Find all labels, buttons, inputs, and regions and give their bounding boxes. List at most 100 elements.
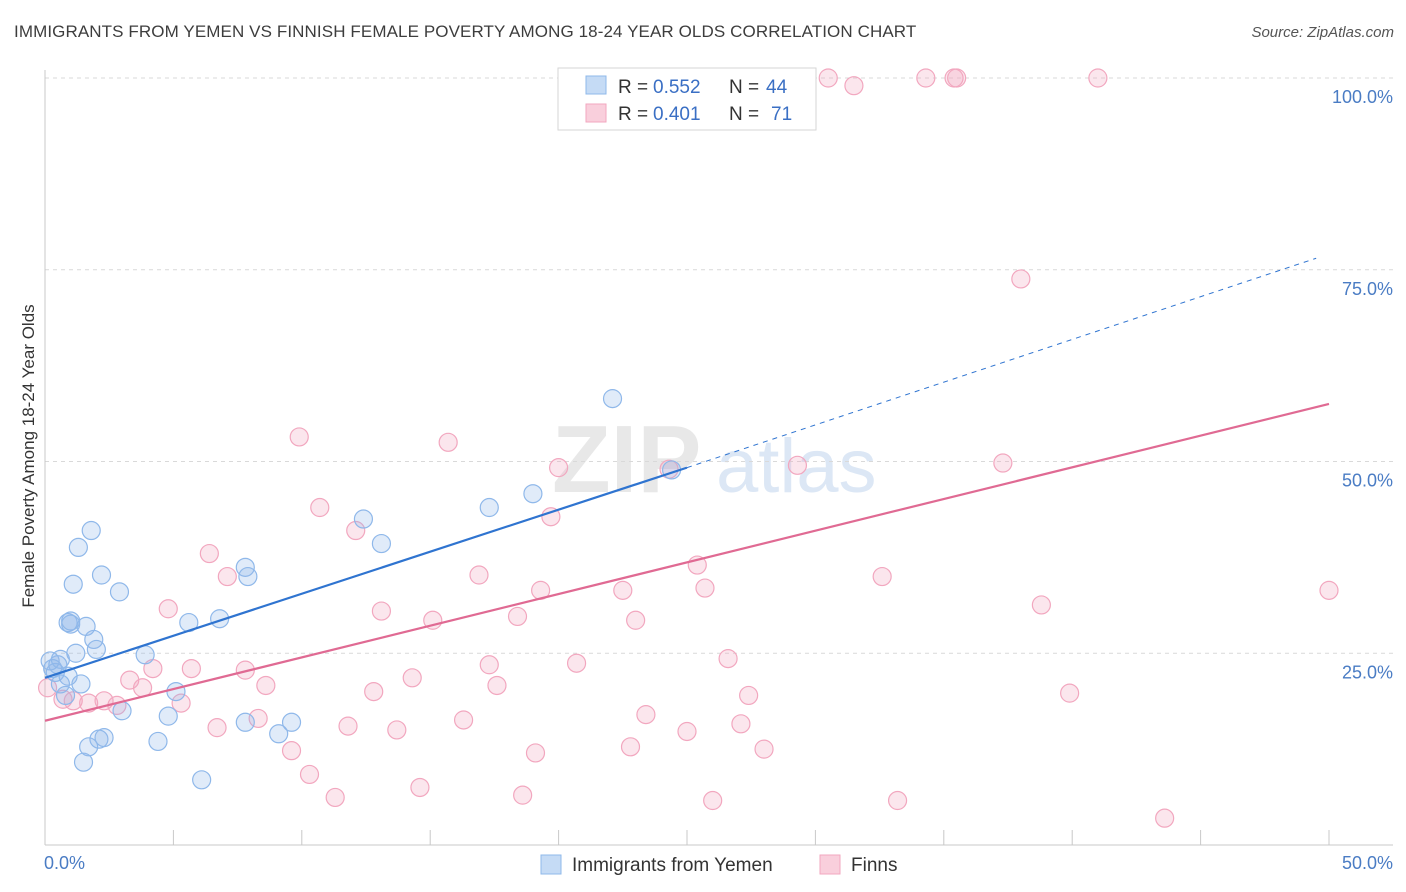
finns-point-34 — [479, 655, 499, 675]
yemen-point-7 — [50, 674, 71, 694]
finns-point-32 — [453, 710, 474, 730]
finns-point-53 — [731, 714, 751, 734]
finns-point-23 — [338, 716, 358, 736]
yemen-point-24 — [109, 582, 130, 602]
y-tick-labels: 25.0% 50.0% 75.0% 100.0% — [1332, 87, 1393, 682]
finns-point-31 — [438, 432, 458, 452]
finns-point-26 — [371, 601, 392, 621]
finns-point-54 — [739, 685, 759, 706]
legend-swatch-yemen — [585, 75, 607, 95]
legend-n-label-finns: N = — [729, 104, 759, 125]
legend-n-value-yemen: 44 — [766, 77, 788, 98]
y-tick-label-25: 25.0% — [1342, 662, 1393, 682]
finns-point-27 — [387, 720, 407, 740]
finns-point-50 — [695, 578, 715, 598]
finns-point-52 — [718, 649, 738, 669]
finns-point-25 — [364, 681, 384, 702]
finns-point-16 — [248, 708, 268, 729]
finns-point-3 — [79, 693, 99, 713]
chart-title: IMMIGRANTS FROM YEMEN VS FINNISH FEMALE … — [14, 22, 917, 41]
yemen-point-42 — [602, 389, 623, 409]
finns-point-66 — [1060, 683, 1080, 703]
finns-point-14 — [217, 566, 237, 587]
finns-point-17 — [256, 675, 276, 696]
x-tick-label-min: 0.0% — [44, 853, 85, 873]
finns-point-59 — [887, 790, 908, 811]
finns-point-10 — [171, 693, 191, 713]
legend: R = 0.552 N = 44 R = 0.401 N = 71 — [557, 67, 817, 131]
finns-point-51 — [703, 790, 723, 811]
x-tick-label-max: 50.0% — [1342, 853, 1393, 873]
legend-r-value-finns: 0.401 — [653, 104, 701, 125]
finns-point-39 — [541, 507, 561, 527]
finns-point-42 — [566, 653, 587, 673]
yemen-point-14 — [71, 674, 91, 694]
watermark-zip: ZIP — [552, 406, 701, 513]
y-tick-label-100: 100.0% — [1332, 87, 1393, 107]
watermark-atlas: atlas — [716, 424, 877, 509]
yemen-point-35 — [238, 566, 258, 587]
finns-point-60 — [916, 68, 936, 88]
finns-points — [37, 68, 1339, 828]
finns-point-12 — [199, 543, 219, 564]
finns-point-19 — [289, 427, 309, 447]
yemen-point-39 — [371, 533, 392, 554]
finns-point-21 — [310, 497, 330, 518]
finns-point-65 — [1031, 595, 1051, 615]
yemen-point-33 — [235, 712, 255, 732]
finns-point-24 — [346, 520, 366, 541]
finns-point-56 — [787, 455, 808, 475]
finns-point-38 — [525, 743, 546, 763]
yemen-point-15 — [73, 752, 94, 772]
finns-point-64 — [1011, 269, 1031, 289]
yemen-point-28 — [158, 706, 178, 726]
yemen-point-41 — [523, 484, 543, 504]
finns-point-29 — [410, 777, 430, 798]
finns-point-67 — [1088, 68, 1108, 88]
yemen-point-20 — [86, 639, 106, 660]
yemen-point-10 — [61, 614, 81, 634]
legend-r-label-yemen: R = — [618, 77, 648, 98]
finns-point-62 — [947, 68, 967, 88]
yemen-point-26 — [135, 645, 155, 665]
y-tick-label-50: 50.0% — [1342, 471, 1393, 491]
finns-point-44 — [620, 737, 641, 757]
yemen-point-27 — [148, 731, 168, 752]
y-tick-label-75: 75.0% — [1342, 279, 1393, 299]
finns-point-35 — [487, 675, 507, 696]
yemen-point-12 — [66, 643, 86, 663]
yemen-point-36 — [269, 724, 289, 744]
finns-point-68 — [1155, 808, 1175, 828]
finns-point-58 — [872, 566, 892, 587]
bottom-legend: Immigrants from Yemen Finns — [540, 854, 897, 876]
finns-point-57 — [818, 68, 838, 88]
finns-point-0 — [37, 678, 58, 698]
finns-point-18 — [281, 741, 302, 761]
finns-trend-line — [44, 402, 1330, 722]
finns-point-22 — [325, 787, 345, 808]
yemen-point-5 — [55, 685, 76, 706]
legend-r-value-yemen: 0.552 — [653, 77, 701, 98]
finns-point-37 — [513, 785, 533, 805]
finns-point-55 — [754, 739, 774, 759]
finns-point-63 — [993, 453, 1013, 473]
finns-point-48 — [677, 721, 697, 742]
yemen-point-40 — [479, 497, 499, 518]
finns-point-13 — [207, 718, 227, 738]
legend-n-label-yemen: N = — [729, 77, 759, 98]
finns-point-43 — [613, 580, 633, 600]
finns-point-33 — [469, 565, 489, 585]
x-ticks — [44, 830, 1330, 845]
yemen-point-37 — [281, 712, 302, 732]
finns-point-70 — [844, 76, 864, 96]
yemen-point-25 — [112, 701, 132, 721]
finns-point-20 — [299, 764, 320, 785]
yemen-point-38 — [353, 509, 374, 529]
yemen-trend-extension — [686, 257, 1317, 469]
legend-n-value-finns: 71 — [771, 104, 792, 125]
bottom-legend-swatch-yemen — [540, 854, 562, 875]
finns-point-36 — [507, 606, 528, 627]
finns-point-69 — [1319, 580, 1339, 600]
finns-point-41 — [548, 458, 569, 478]
bottom-legend-label-finns: Finns — [851, 855, 897, 876]
